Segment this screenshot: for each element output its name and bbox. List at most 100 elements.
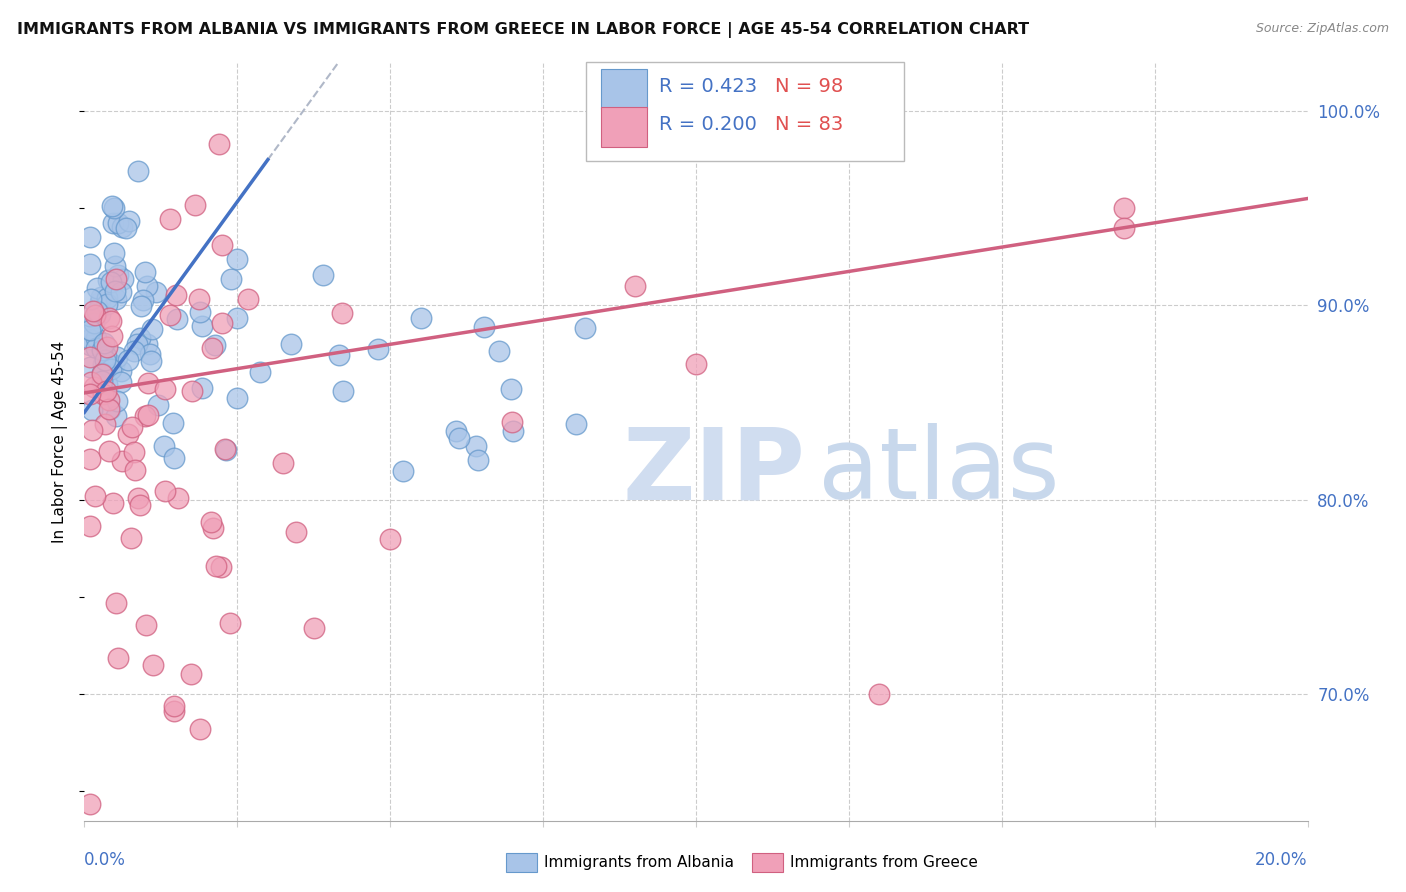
Point	[103, 358, 125, 372]
Point	[204, 338, 226, 352]
Point	[502, 424, 524, 438]
Point	[499, 382, 522, 396]
Point	[97, 273, 120, 287]
Text: 0.0%: 0.0%	[84, 851, 127, 869]
Point	[488, 343, 510, 358]
Point	[90, 290, 112, 304]
Point	[190, 318, 212, 333]
Point	[96, 376, 118, 391]
Point	[129, 299, 152, 313]
Point	[148, 398, 170, 412]
Point	[184, 198, 207, 212]
Point	[120, 531, 142, 545]
Point	[624, 279, 647, 293]
Point	[111, 220, 134, 235]
Point	[98, 392, 121, 407]
Point	[111, 454, 134, 468]
Point	[84, 341, 107, 355]
Point	[129, 498, 152, 512]
Point	[94, 349, 117, 363]
Point	[110, 376, 132, 390]
Point	[100, 275, 122, 289]
Point	[80, 323, 103, 337]
Point	[153, 383, 176, 397]
Point	[94, 417, 117, 431]
Point	[121, 420, 143, 434]
Point	[225, 252, 247, 267]
Point	[136, 376, 159, 391]
Point	[167, 491, 190, 505]
Point	[141, 321, 163, 335]
Point	[311, 268, 333, 282]
Point	[96, 341, 118, 355]
Point	[124, 463, 146, 477]
Point	[100, 314, 122, 328]
Point	[91, 343, 114, 357]
Point	[79, 519, 101, 533]
Bar	[600, 69, 647, 110]
Point	[127, 164, 149, 178]
Point	[162, 416, 184, 430]
Text: R = 0.423: R = 0.423	[659, 78, 758, 96]
Point	[105, 293, 128, 307]
Point	[1114, 201, 1136, 215]
Point	[332, 384, 354, 398]
Point	[105, 394, 128, 409]
Point	[1114, 220, 1136, 235]
Text: 20.0%: 20.0%	[1256, 851, 1308, 869]
Point	[142, 657, 165, 672]
Point	[100, 362, 122, 376]
Point	[159, 308, 181, 322]
Text: ZIP: ZIP	[623, 424, 806, 520]
Point	[96, 291, 118, 305]
Point	[464, 439, 486, 453]
Point	[103, 246, 125, 260]
Point	[79, 350, 101, 364]
Point	[444, 424, 467, 438]
Point	[79, 257, 101, 271]
Point	[135, 618, 157, 632]
Point	[188, 305, 211, 319]
Text: Immigrants from Albania: Immigrants from Albania	[544, 855, 734, 870]
Point	[97, 401, 120, 416]
Text: R = 0.200: R = 0.200	[659, 115, 758, 134]
Point	[79, 797, 101, 812]
Point	[330, 306, 353, 320]
Point	[163, 704, 186, 718]
Point	[79, 309, 101, 323]
Point	[136, 337, 159, 351]
Point	[89, 307, 111, 321]
Point	[685, 357, 707, 371]
Point	[145, 285, 167, 299]
Point	[574, 320, 596, 334]
Point	[328, 348, 350, 362]
Point	[112, 272, 135, 286]
Point	[79, 338, 101, 352]
Point	[86, 280, 108, 294]
Point	[134, 265, 156, 279]
Point	[280, 337, 302, 351]
Point	[180, 384, 202, 398]
Point	[188, 293, 211, 307]
Text: N = 98: N = 98	[776, 78, 844, 96]
Point	[380, 532, 402, 546]
Point	[127, 491, 149, 505]
Point	[100, 401, 122, 416]
Text: IMMIGRANTS FROM ALBANIA VS IMMIGRANTS FROM GREECE IN LABOR FORCE | AGE 45-54 COR: IMMIGRANTS FROM ALBANIA VS IMMIGRANTS FR…	[17, 22, 1029, 38]
Point	[80, 423, 103, 437]
Bar	[600, 107, 647, 147]
Point	[135, 279, 157, 293]
Point	[226, 391, 249, 405]
Point	[94, 353, 117, 368]
Point	[134, 409, 156, 423]
Point	[139, 347, 162, 361]
Point	[79, 451, 101, 466]
Point	[411, 311, 433, 326]
Point	[90, 374, 112, 388]
Point	[226, 310, 249, 325]
Point	[159, 211, 181, 226]
Point	[153, 484, 176, 499]
Point	[107, 268, 129, 282]
Point	[80, 402, 103, 417]
Point	[94, 384, 117, 399]
